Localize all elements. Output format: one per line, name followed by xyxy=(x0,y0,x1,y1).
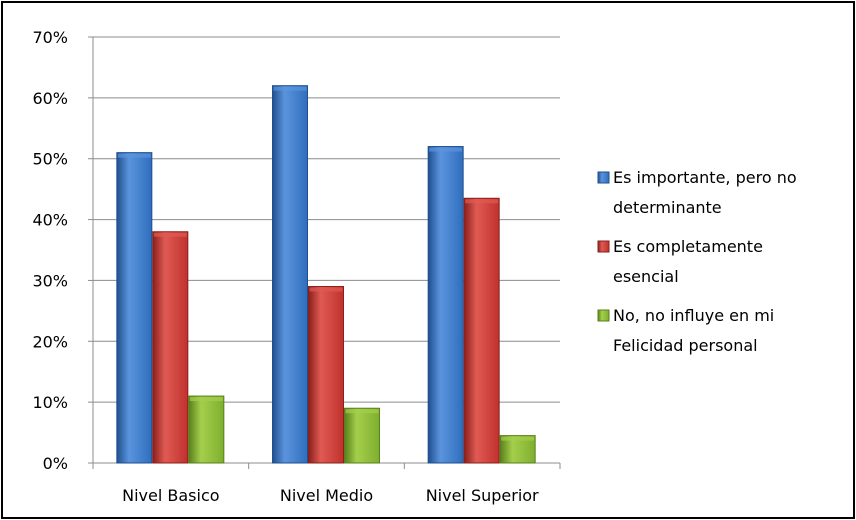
y-tick-label: 70% xyxy=(32,28,68,47)
x-category-label: Nivel Superior xyxy=(426,486,539,505)
y-tick-label: 0% xyxy=(43,454,68,473)
bar-highlight xyxy=(189,397,223,402)
bar xyxy=(272,85,308,464)
x-category-label: Nivel Basico xyxy=(122,486,219,505)
bar-highlight xyxy=(273,86,307,91)
legend-label: No, no influye en mi xyxy=(613,306,774,325)
bars xyxy=(116,85,536,464)
x-category-label: Nivel Medio xyxy=(280,486,373,505)
y-tick-label: 50% xyxy=(32,150,68,169)
legend-label: esencial xyxy=(613,267,679,286)
legend-label: Felicidad personal xyxy=(613,336,758,355)
bar xyxy=(344,407,380,464)
legend-label: Es importante, pero no xyxy=(613,168,797,187)
legend-swatch xyxy=(597,171,610,184)
bar-highlight xyxy=(345,409,379,414)
bar xyxy=(427,146,464,464)
bar xyxy=(188,395,225,464)
y-tick-label: 40% xyxy=(32,211,68,230)
y-tick-label: 20% xyxy=(32,332,68,351)
y-tick-label: 60% xyxy=(32,89,68,108)
legend: Es importante, pero no determinante Es com… xyxy=(597,168,797,355)
legend-swatch xyxy=(597,240,610,253)
y-tick-label: 30% xyxy=(32,271,68,290)
y-tick-label: 10% xyxy=(32,393,68,412)
axis-labels: 0% 10% 20% 30% 40% 50% 60% 70% Nivel Basico Nivel… xyxy=(32,28,539,505)
legend-swatch xyxy=(597,309,610,322)
bar xyxy=(308,286,344,464)
bar-highlight xyxy=(309,287,343,292)
bar-highlight xyxy=(153,232,187,237)
bar xyxy=(116,152,153,464)
legend-label: determinante xyxy=(613,198,722,217)
legend-label: Es completamente xyxy=(613,237,763,256)
bar-highlight xyxy=(117,153,151,158)
bar-highlight xyxy=(465,199,499,204)
bar-highlight xyxy=(429,147,463,152)
bar xyxy=(152,231,189,464)
bar xyxy=(463,197,500,464)
bar-highlight xyxy=(501,436,535,441)
